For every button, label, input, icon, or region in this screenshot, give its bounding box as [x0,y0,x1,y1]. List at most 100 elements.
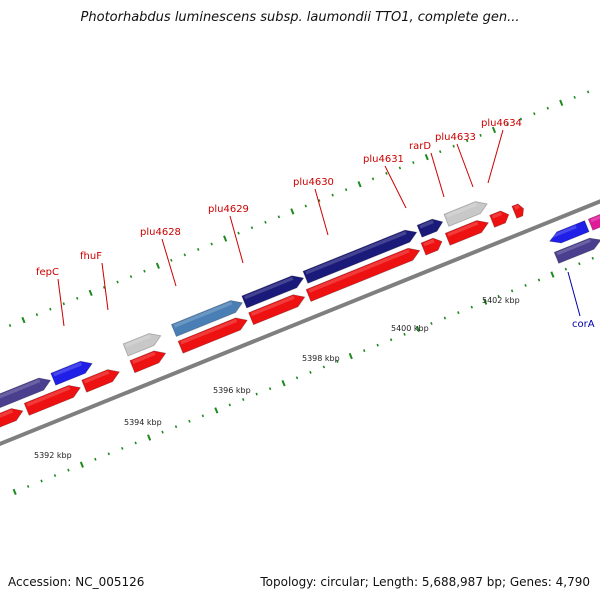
red-gene-arrow-highlight [423,239,435,247]
scale-tick-lower [483,298,488,305]
scale-tick-lower [268,387,272,391]
scale-tick-lower [443,316,447,320]
red-gene-arrow [248,294,306,326]
fepC-gene-highlight [53,362,83,377]
scale-tick-upper [290,208,295,215]
fhuF-gene-highlight [125,334,151,348]
red-gene-arrow [129,350,167,374]
label-fhuF-leader [101,262,109,311]
red-gene-arrow-highlight [0,409,13,418]
scale-tick-upper [371,177,375,181]
scale-tick-upper [170,258,173,262]
scale-tick-upper [116,280,119,284]
label-corA-leader [567,271,581,317]
scale-tick-upper [88,289,93,297]
scale-tick-upper [277,215,281,219]
fepC-region-gene-highlight [0,379,41,399]
scale-label: 5392 kbp [34,451,72,460]
scale-tick-upper [331,193,334,197]
scale-tick-lower [214,407,219,414]
label-plu4633: plu4633 [435,132,476,143]
scale-tick-lower [161,430,164,434]
scale-tick-upper [197,247,200,251]
red-gene-arrow [81,369,121,393]
label-rarD: rarD [409,141,431,152]
scale-tick-lower [295,376,299,380]
map-title: Photorhabdus luminescens subsp. laumondi… [80,10,520,25]
scale-tick-lower [524,283,527,287]
scale-tick-upper [412,161,415,164]
scale-tick-upper [223,235,228,242]
scale-label: 5402 kbp [482,296,520,305]
fepC-gene [50,360,93,386]
red-gene-arrow-highlight [180,318,238,345]
label-fepC: fepC [36,267,59,278]
scale-tick-upper [439,150,442,154]
rarD-gene [443,201,488,227]
scale-tick-lower [147,434,152,441]
label-plu4633-leader [456,143,474,188]
red-gene-arrow [177,317,248,354]
scale-tick-lower [336,360,339,363]
scale-tick-upper [318,199,321,203]
label-plu4631: plu4631 [363,154,404,165]
red-gene-arrow [444,220,490,246]
scale-tick-lower [242,398,245,401]
scale-tick-lower [309,370,312,374]
label-fhuF: fhuF [80,251,102,262]
scale-tick-upper [398,166,402,170]
scale-tick-lower [363,349,366,353]
plu4629-gene-highlight [244,276,294,300]
scale-tick-lower [134,441,137,445]
scale-label: 5400 kbp [391,324,429,333]
scale-tick-lower [12,488,17,496]
scale-tick-lower [403,332,406,336]
scale-tick-lower [510,289,514,293]
scale-tick-upper [102,286,106,289]
label-plu4631-leader [384,165,407,209]
red-gene-arrow-highlight [514,204,520,210]
scale-tick-lower [67,468,70,472]
magenta-gene [587,213,600,231]
scale-tick-upper [586,90,590,94]
scale-tick-lower [591,256,594,260]
red-gene-arrow-highlight [447,221,479,237]
scale-tick-upper [210,242,213,246]
scale-tick-upper [8,324,12,327]
scale-tick-upper [129,275,133,279]
scale-tick-lower [107,452,110,456]
plu4630-gene-highlight [305,231,407,275]
red-gene-arrow [489,210,510,228]
scale-tick-lower [79,461,84,468]
corA-gene [553,237,600,264]
plu4631-gene [416,218,444,238]
scale-tick-upper [546,106,549,110]
scale-tick-upper [76,296,79,300]
scale-tick-lower [578,262,581,266]
label-plu4634: plu4634 [481,118,522,129]
red-gene-arrow-highlight [132,351,156,364]
scale-tick-upper [465,139,469,143]
genome-backbone [0,199,600,447]
scale-tick-lower [255,392,258,396]
red-gene-arrow [23,384,82,416]
red-gene-arrow-highlight [83,370,110,384]
scale-tick-lower [376,343,379,347]
scale-tick-upper [237,231,240,235]
scale-tick-upper [573,95,576,99]
magenta-gene-highlight [590,215,600,223]
scale-tick-lower [228,403,231,407]
scale-tick-upper [155,262,160,269]
scale-tick-upper [35,313,39,317]
plu4630-gene [302,229,418,284]
scale-tick-upper [143,269,146,273]
scale-tick-lower [26,484,30,488]
red-gene-arrow-highlight [26,386,71,407]
scale-tick-lower [40,479,43,483]
scale-tick-upper [424,153,429,161]
scale-tick-upper [559,99,564,106]
scale-tick-upper [519,117,523,121]
red-gene-arrow [305,247,421,303]
scale-tick-lower [389,338,393,342]
scale-tick-upper [62,302,66,306]
